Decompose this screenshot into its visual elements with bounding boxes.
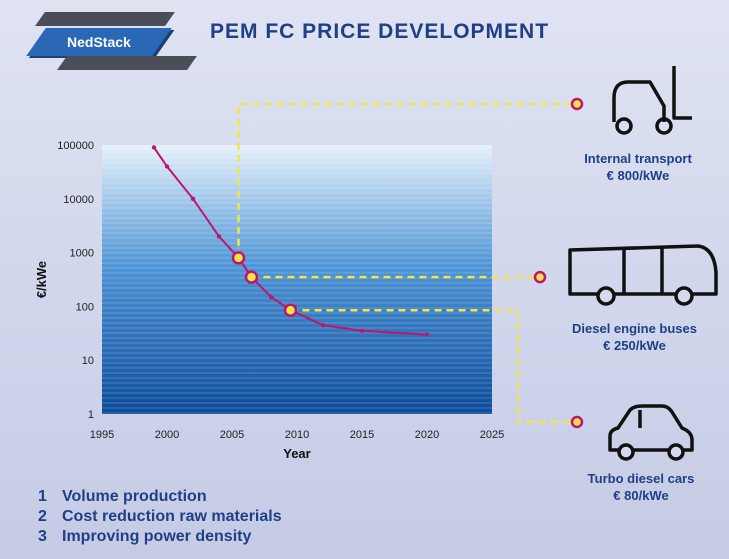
y-tick-label: 100 — [76, 301, 94, 313]
car-icon — [608, 404, 694, 461]
x-tick-label: 2020 — [415, 429, 439, 441]
curve-point — [424, 332, 430, 337]
forklift-icon — [612, 66, 692, 135]
app-label-turbo-diesel-cars: Turbo diesel cars € 80/kWe — [556, 470, 726, 504]
highlight-point-diesel_buses — [244, 270, 259, 284]
app-name: Turbo diesel cars — [587, 471, 695, 486]
y-tick-label: 100000 — [57, 140, 94, 152]
factor-item: 1 Volume production — [38, 488, 207, 505]
curve-point — [268, 294, 274, 300]
factor-item: 2 Cost reduction raw materials — [38, 508, 282, 525]
x-tick-label: 1995 — [90, 429, 114, 441]
connector-end-marker — [570, 415, 584, 429]
connector-end-marker — [570, 97, 584, 111]
highlight-point-turbo_diesel_cars — [283, 303, 298, 317]
app-price: € 800/kWe — [606, 168, 670, 183]
page-title: PEM FC PRICE DEVELOPMENT — [210, 20, 550, 43]
app-name: Diesel engine buses — [572, 321, 697, 336]
x-tick-label: 2005 — [220, 429, 244, 441]
curve-point — [151, 145, 157, 150]
highlight-point-internal_transport — [231, 251, 246, 265]
x-tick-label: 2010 — [285, 429, 309, 441]
curve-point — [164, 164, 170, 169]
y-tick-label: 10000 — [63, 194, 94, 206]
curve-point — [359, 328, 365, 334]
app-label-internal-transport: Internal transport € 800/kWe — [552, 150, 724, 184]
connector-turbo_diesel_cars — [290, 308, 577, 424]
x-tick-label: 2015 — [350, 429, 374, 441]
app-label-diesel-buses: Diesel engine buses € 250/kWe — [540, 320, 729, 354]
y-tick-labels: 1 10 100 1000 10000 100000 — [57, 140, 94, 421]
connector-lines — [237, 97, 584, 429]
x-axis-label: Year — [283, 446, 310, 461]
factor-item: 3 Improving power density — [38, 528, 252, 545]
y-tick-label: 1000 — [70, 248, 94, 260]
plot-area — [102, 145, 492, 414]
cost-factors-list: 1 Volume production 2 Cost reduction raw m… — [38, 487, 282, 547]
connector-end-marker — [533, 270, 547, 284]
app-price: € 250/kWe — [603, 338, 666, 353]
curve-point — [190, 196, 196, 201]
x-tick-labels: 1995 2000 2005 2010 2015 2020 2025 — [90, 429, 504, 441]
curve-point — [320, 322, 326, 328]
app-name: Internal transport — [584, 151, 692, 166]
curve-point — [216, 234, 222, 239]
y-tick-label: 10 — [82, 355, 94, 367]
y-axis-label: €/kWe — [34, 261, 49, 298]
connector-internal_transport — [237, 102, 577, 258]
y-tick-label: 1 — [88, 409, 94, 421]
x-tick-label: 2000 — [155, 429, 179, 441]
app-price: € 80/kWe — [613, 488, 669, 503]
plot-stripes — [102, 147, 492, 414]
highlight-markers — [231, 251, 298, 317]
x-tick-label: 2025 — [480, 429, 504, 441]
bus-icon — [568, 244, 718, 306]
